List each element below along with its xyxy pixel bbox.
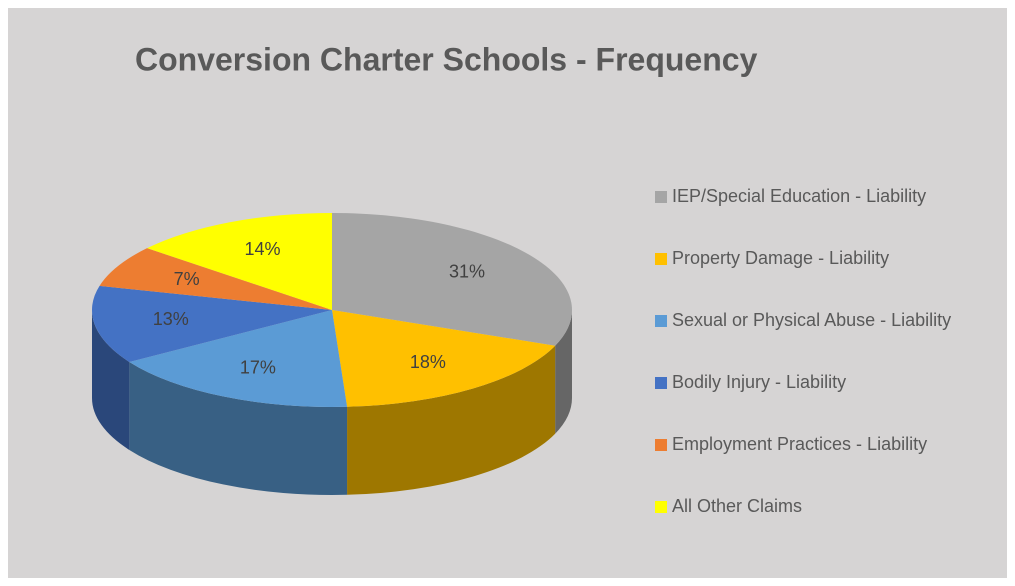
data-label: 18% [410, 352, 446, 372]
slice [99, 248, 332, 310]
data-label: 17% [240, 358, 276, 378]
legend-swatch [655, 253, 667, 265]
legend-swatch [655, 439, 667, 451]
legend-label: Employment Practices - Liability [672, 434, 927, 454]
data-label: 7% [174, 269, 200, 289]
legend-swatch [655, 377, 667, 389]
legend-swatch [655, 315, 667, 327]
legend-label: Sexual or Physical Abuse - Liability [672, 310, 951, 330]
slice [147, 213, 332, 310]
slice-side [347, 345, 556, 495]
data-label: 13% [153, 309, 189, 329]
slice [332, 310, 556, 407]
slice-side [555, 310, 572, 434]
slice-side [129, 361, 348, 496]
slice [332, 213, 572, 346]
slice-side [92, 310, 130, 450]
legend-swatch [655, 191, 667, 203]
data-label: 31% [449, 262, 485, 282]
slice [129, 310, 348, 407]
legend-label: All Other Claims [672, 496, 802, 516]
slice [92, 285, 332, 362]
data-label: 14% [244, 239, 280, 259]
legend-label: Property Damage - Liability [672, 248, 889, 268]
legend-label: Bodily Injury - Liability [672, 372, 846, 392]
legend-swatch [655, 501, 667, 513]
legend-label: IEP/Special Education - Liability [672, 186, 926, 206]
chart-title: Conversion Charter Schools - Frequency [135, 41, 758, 77]
